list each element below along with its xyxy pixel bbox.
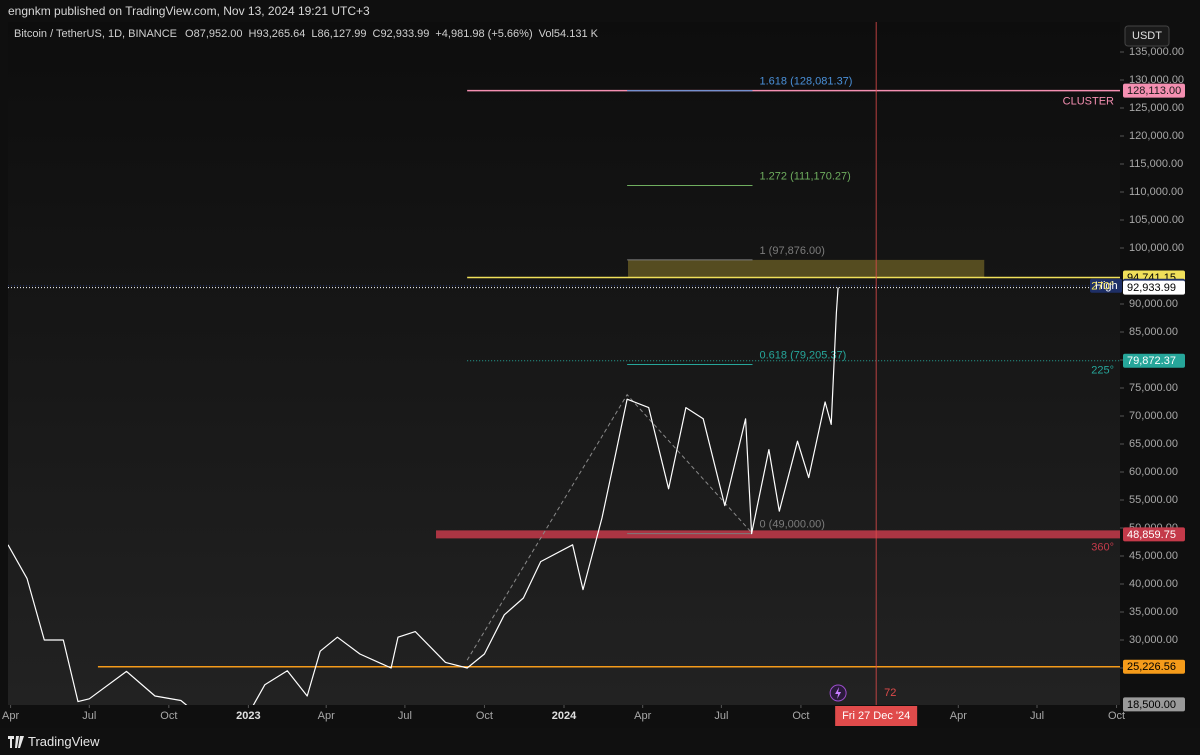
plot-background <box>8 22 1120 705</box>
y-tick-label: 55,000.00 <box>1129 494 1178 506</box>
tag-name: High <box>1095 280 1118 292</box>
price-tag-label: 18,500.00 <box>1127 699 1176 711</box>
overlay: 135,000.00 130,000.00 125,000.00 120,000.00… <box>2 22 1185 726</box>
annotation: 270° <box>1091 280 1114 292</box>
currency: USDT <box>1132 30 1162 42</box>
legend-part: C <box>372 28 380 40</box>
legend-part: 87,952.00 <box>194 28 243 40</box>
fib-label: 1.618 (128,081.37) <box>760 76 853 88</box>
x-tick-label: Apr <box>950 710 967 722</box>
publish-text: engnkm published on TradingView.com, Nov… <box>8 4 370 18</box>
legend-part: 54.131 K <box>554 28 599 40</box>
event-bolt <box>835 687 842 699</box>
x-tick-label: Apr <box>318 710 335 722</box>
annotation: CLUSTER <box>1063 95 1114 107</box>
x-tick-label: Oct <box>1108 710 1125 722</box>
price-tag <box>1123 527 1185 542</box>
y-tick-label: 75,000.00 <box>1129 382 1178 394</box>
fib-label: 0.618 (79,205.37) <box>760 349 847 361</box>
y-tick-label: 40,000.00 <box>1129 578 1178 590</box>
x-tick-label: Oct <box>476 710 493 722</box>
price-tag <box>1123 659 1185 674</box>
price-axis <box>1120 22 1200 728</box>
plot: 1.618 (128,081.37) 1.272 (111,170.27) 1 (9… <box>8 76 1120 705</box>
annotation: 360° <box>1091 541 1114 553</box>
annotation: 225° <box>1091 365 1114 377</box>
price-tag-label: 92,933.99 <box>1127 282 1176 294</box>
y-tick-label: 110,000.00 <box>1129 186 1183 198</box>
chart: USDT Bitcoin / TetherUS, 1D, BINANCE O87,… <box>0 22 1200 728</box>
price-line <box>8 287 839 705</box>
x-tick-label: 2024 <box>552 710 577 722</box>
fib-trend <box>466 393 753 661</box>
x-tick-label: Jul <box>82 710 96 722</box>
x-tick-label: Jul <box>714 710 728 722</box>
legend-part: 86,127.99 <box>318 28 367 40</box>
y-tick-label: 125,000.00 <box>1129 102 1184 114</box>
legend-part: 92,933.99 <box>380 28 429 40</box>
cursor-tag <box>835 706 918 726</box>
x-tick-label: Oct <box>160 710 177 722</box>
level-band <box>436 530 1120 539</box>
x-tick-label: 2023 <box>236 710 260 722</box>
x-tick-label: Apr <box>2 710 19 722</box>
legend-part: Vol <box>539 28 554 40</box>
price-tag <box>1123 83 1185 98</box>
tag-name-box <box>1090 278 1122 293</box>
y-tick-label: 100,000.00 <box>1129 242 1184 254</box>
price-tag-label: 79,872.37 <box>1127 355 1176 367</box>
y-tick-label: 30,000.00 <box>1129 634 1178 646</box>
y-tick-label: 70,000.00 <box>1129 410 1178 422</box>
price-tag-label: 25,226.56 <box>1127 661 1176 673</box>
x-tick-label: Jul <box>398 710 412 722</box>
legend-part: L <box>311 28 317 40</box>
y-tick-label: 65,000.00 <box>1129 438 1178 450</box>
y-tick-label: 135,000.00 <box>1129 46 1184 58</box>
y-tick-label: 85,000.00 <box>1129 326 1178 338</box>
zone <box>627 259 985 278</box>
fib-label: 0 (49,000.00) <box>760 519 825 531</box>
y-tick-label: 130,000.00 <box>1129 74 1184 86</box>
price-tag-label: 48,859.75 <box>1127 529 1176 541</box>
publish-bar: engnkm published on TradingView.com, Nov… <box>0 0 1200 22</box>
y-tick-label: 60,000.00 <box>1129 466 1178 478</box>
fib-label: 1.272 (111,170.27) <box>760 170 851 182</box>
y-tick-label: 45,000.00 <box>1129 550 1178 562</box>
x-tick-label: Jul <box>1030 710 1044 722</box>
price-tag <box>1123 280 1185 295</box>
logo <box>8 736 24 748</box>
y-tick-label: 105,000.00 <box>1129 214 1184 226</box>
cursor-label: Fri 27 Dec '24 <box>842 710 910 722</box>
price-tag <box>1123 697 1185 712</box>
legend-part: 93,265.64 <box>256 28 305 40</box>
x-tick-label: Apr <box>634 710 651 722</box>
x-tick-label: Oct <box>792 710 809 722</box>
symbol-legend: Bitcoin / TetherUS, 1D, BINANCE O87,952.0… <box>14 28 599 40</box>
price-tag <box>1123 353 1185 368</box>
fib-label: 1 (97,876.00) <box>760 245 825 257</box>
footer: TradingView <box>0 728 1200 755</box>
time-axis <box>0 705 1200 728</box>
price-tag-label: 128,113.00 <box>1127 85 1181 97</box>
y-tick-label: 35,000.00 <box>1129 606 1178 618</box>
legend-part: Bitcoin / TetherUS, 1D, BINANCE <box>14 28 177 40</box>
y-tick-label: 115,000.00 <box>1129 158 1183 170</box>
legend-part: O <box>185 28 194 40</box>
y-tick-label: 90,000.00 <box>1129 298 1178 310</box>
legend-part: +4,981.98 (+5.66%) <box>435 28 532 40</box>
cursor-count: 72 <box>884 687 896 699</box>
brand: TradingView <box>28 734 100 749</box>
currency-box[interactable] <box>1124 25 1170 47</box>
legend-part: H <box>249 28 257 40</box>
y-tick-label: 120,000.00 <box>1129 130 1184 142</box>
